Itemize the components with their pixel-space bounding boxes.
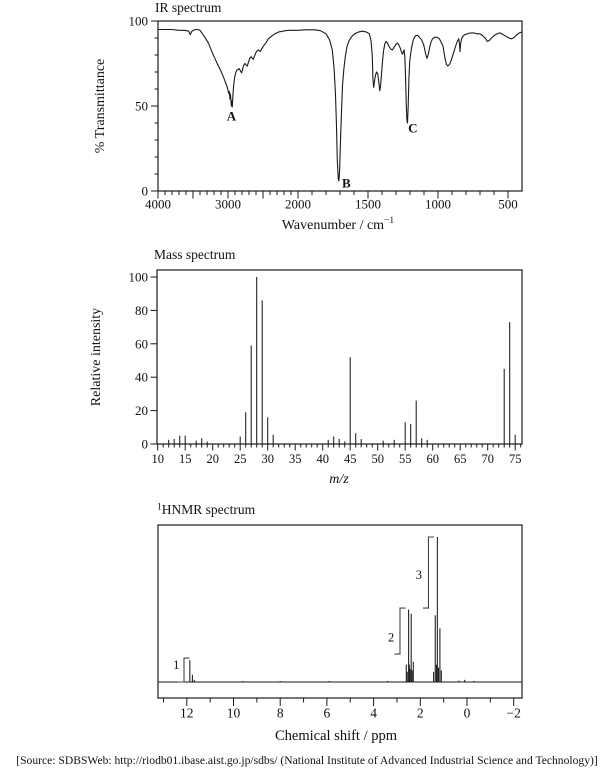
mass-plot: 10 15 20 25 30 35 40 45 50 55 60 65 70 75 0 20 40 60 80 100 [129,269,523,466]
nmr-title: 1HNMR spectrum [157,502,256,517]
mass-x-tick-label: 70 [481,452,494,466]
nmr-x-axis-label: Chemical shift / ppm [275,728,398,744]
nmr-title-text: HNMR spectrum [162,502,256,517]
mass-plot-border [156,269,523,445]
ir-x-tick-label: 500 [498,197,518,212]
nmr-integral-label-3: 3 [416,568,422,582]
mass-x-tick-label: 65 [454,452,467,466]
ir-x-tick-label: 3000 [215,197,241,212]
ir-x-axis-label-superscript: −1 [384,216,394,226]
nmr-x-tick-label: 8 [277,706,284,721]
ir-spectrum-curve [158,28,522,182]
mass-x-tick-label: 40 [316,452,329,466]
ir-peak-label-B: B [342,176,351,191]
mass-x-tick-label: 30 [261,452,274,466]
mass-y-tick-label: 60 [135,336,148,351]
ir-y-tick-label: 0 [142,184,149,199]
source-citation: [Source: SDBSWeb: http://riodb01.ibase.a… [16,754,598,767]
ir-x-axis-label-text: Wavenumber / cm [282,218,384,233]
mass-y-tick-label: 100 [129,270,149,285]
ir-x-axis-label: Wavenumber / cm−1 [282,216,395,233]
mass-y-tick-label: 80 [135,303,148,318]
mass-x-tick-label: 75 [509,452,522,466]
mass-y-tick-label: 40 [135,370,148,385]
mass-x-axis-label: m/z [329,472,349,487]
mass-x-tick-label: 60 [426,452,439,466]
ir-y-axis-label: % Transmittance [93,59,108,154]
ir-chart: IR spectrum 4000 3000 2000 1500 1000 500 0 50 10… [93,0,523,233]
nmr-x-tick-label: 10 [227,706,241,721]
nmr-title-superscript: 1 [157,503,162,513]
ir-peak-label-C: C [408,121,417,136]
mass-x-tick-label: 20 [206,452,219,466]
nmr-integral-label-1: 1 [173,658,179,672]
nmr-x-tick-label: 4 [370,706,377,721]
nmr-integral-label-2: 2 [388,631,394,645]
ir-x-tick-label: 2000 [285,197,311,212]
nmr-x-tick-label: 12 [180,706,194,721]
ir-x-tick-label: 1500 [355,197,381,212]
mass-y-tick-label: 20 [135,403,148,418]
spectra-figure: IR spectrum 4000 3000 2000 1500 1000 50005010… [89,0,523,744]
mass-x-tick-label: 10 [151,452,164,466]
mass-x-tick-label: 35 [289,452,302,466]
ir-x-tick-label: 4000 [145,197,171,212]
mass-y-tick-label: 0 [142,437,149,452]
nmr-x-tick-label: 2 [417,706,424,721]
mass-x-tick-label: 55 [399,452,412,466]
nmr-integral-bracket-2 [394,607,406,655]
mass-x-tick-label: 45 [344,452,357,466]
mass-title: Mass spectrum [154,247,236,262]
nmr-x-tick-label: 0 [464,706,471,721]
ir-title: IR spectrum [155,0,222,15]
ir-y-tick-label: 50 [135,99,148,114]
ir-peak-label-A: A [227,109,237,124]
mass-x-tick-label: 50 [371,452,384,466]
ir-x-tick-label: 1000 [425,197,451,212]
mass-x-tick-label: 25 [234,452,247,466]
mass-x-tick-label: 15 [179,452,192,466]
ir-y-tick-label: 100 [129,14,149,29]
mass-y-axis-label: Relative intensity [89,308,104,406]
mass-chart: Mass spectrum 10 15 20 25 30 35 40 45 50 55 60 65 70… [89,247,523,487]
nmr-integral-bracket-1 [178,657,190,683]
nmr-x-tick-label: 6 [324,706,331,721]
nmr-plot-border [157,524,523,699]
nmr-integral-bracket-3 [422,536,434,609]
nmr-x-tick-label: −2 [507,706,521,721]
ir-plot: 4000 3000 2000 1500 1000 500 0 50 100 A B C [129,14,523,212]
